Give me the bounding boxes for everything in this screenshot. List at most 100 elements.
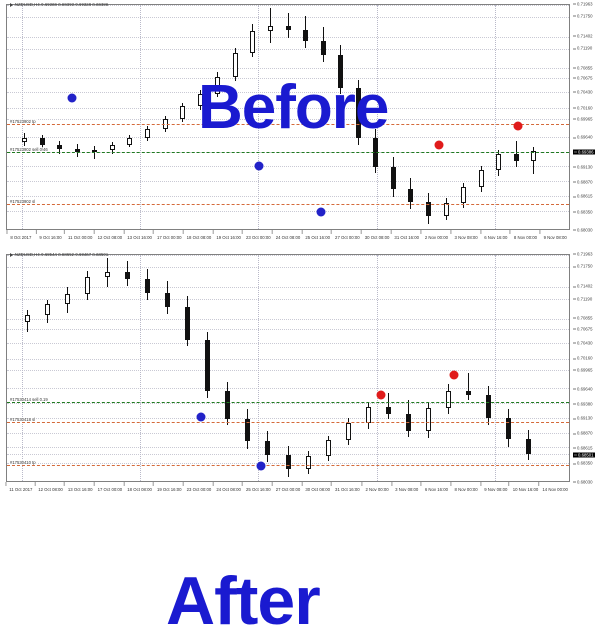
price-plot-after[interactable]: #17530414 sell 0.19 #17530418 sl #17530410…: [6, 254, 570, 482]
order-level-line-sl[interactable]: [7, 204, 569, 206]
price-axis-tick: 0.70675: [573, 326, 593, 331]
price-axis-tick: 0.70430: [573, 340, 593, 345]
order-level-line-tp[interactable]: [7, 465, 569, 467]
price-axis-tick: 0.71190: [573, 46, 592, 51]
price-axis-tick: 0.69640: [573, 386, 593, 391]
candle-body: [104, 272, 110, 277]
price-axis-tick: 0.68350: [573, 461, 593, 466]
candle-body: [64, 294, 70, 305]
price-plot-before[interactable]: #17523902 tp #17523902 sell 0.46 #17523902…: [6, 4, 570, 230]
horizontal-gridline: [7, 287, 569, 289]
vertical-gridline: [495, 5, 497, 229]
order-level-line-tp[interactable]: [7, 123, 569, 125]
price-axis-tick: 0.69130: [573, 416, 593, 421]
price-axis-before[interactable]: 0.71963 0.71750 0.71402 0.71190 0.70855 0.706…: [570, 1, 616, 233]
horizontal-gridline: [7, 369, 569, 371]
price-axis-tick: 0.68030: [573, 480, 593, 485]
sell-trade-marker[interactable]: [434, 140, 444, 150]
candle-body: [245, 419, 251, 442]
vertical-gridline: [21, 255, 23, 481]
price-axis-tick: 0.71190: [573, 296, 592, 301]
candlestick: [39, 5, 45, 229]
candlestick: [124, 255, 130, 481]
horizontal-gridline: [7, 166, 569, 168]
overlay-label-before: Before: [198, 73, 389, 142]
buy-trade-marker[interactable]: [256, 461, 266, 471]
candle-body: [57, 145, 63, 149]
time-axis-tick: 8 Nov 00:00: [509, 230, 537, 240]
collapse-arrow-icon: [10, 252, 13, 257]
candlestick: [506, 255, 512, 481]
vertical-gridline: [376, 5, 378, 229]
candle-body: [526, 439, 532, 454]
candle-body: [74, 148, 80, 153]
order-level-line-entry[interactable]: [7, 151, 569, 153]
time-axis-tick: 30 Oct 08:00: [360, 230, 389, 240]
candlestick: [44, 255, 50, 481]
candlestick: [145, 255, 150, 481]
candlestick: [127, 5, 133, 229]
time-axis-tick: 19 Oct 16:00: [212, 230, 241, 240]
time-axis-tick: 8 Oct 2017: [6, 230, 31, 240]
candle-body: [338, 55, 344, 89]
buy-trade-marker[interactable]: [67, 93, 77, 103]
horizontal-gridline: [7, 107, 569, 109]
candle-body: [426, 202, 431, 216]
candlestick: [355, 5, 361, 229]
candle-body: [180, 106, 186, 119]
buy-trade-marker[interactable]: [196, 412, 206, 422]
vertical-gridline: [21, 5, 23, 229]
time-axis-tick: 17 Oct 00:00: [93, 482, 122, 492]
candlestick: [390, 5, 396, 229]
sell-trade-marker[interactable]: [513, 121, 523, 131]
time-axis-tick: 25 Oct 16:00: [242, 482, 271, 492]
order-level-line-entry[interactable]: [7, 401, 569, 403]
candlestick: [180, 5, 186, 229]
candle-body: [385, 406, 391, 414]
candle-body: [446, 390, 452, 408]
time-axis-after[interactable]: 11 Oct 2017 12 Oct 08:00 13 Oct 16:00 17 Oc…: [5, 481, 570, 500]
candle-body: [232, 52, 238, 77]
horizontal-gridline: [7, 358, 569, 360]
candlestick: [426, 255, 431, 481]
sell-trade-marker[interactable]: [376, 390, 386, 400]
candle-body: [84, 276, 90, 295]
buy-trade-marker[interactable]: [316, 207, 326, 217]
candlestick: [486, 255, 492, 481]
candlestick: [408, 5, 414, 229]
time-axis-tick: 12 Oct 08:00: [93, 230, 122, 240]
candle-body: [145, 128, 150, 139]
price-axis-after[interactable]: 0.71963 0.71750 0.71402 0.71190 0.70855 0.706…: [570, 251, 616, 485]
time-axis-tick: 23 Oct 00:00: [182, 482, 211, 492]
time-axis-tick: 12 Oct 08:00: [34, 482, 63, 492]
candle-body: [24, 314, 30, 322]
vertical-gridline: [140, 5, 142, 229]
candlestick: [385, 255, 391, 481]
candle-body: [531, 151, 537, 162]
time-axis-tick: 2 Nov 00:00: [420, 230, 448, 240]
candle-body: [127, 138, 133, 146]
candle-body: [124, 272, 130, 280]
time-axis-tick: 25 Oct 16:00: [301, 230, 330, 240]
order-level-line-sl[interactable]: [7, 422, 569, 424]
sell-trade-marker[interactable]: [449, 370, 459, 380]
candle-body: [496, 154, 502, 171]
order-level-label: #17523902 sell 0.46: [9, 146, 49, 152]
chart-header-before: NZDUSD,H4 0.69369 0.69393 0.69328 0.6938…: [10, 2, 108, 8]
chart-panel-after[interactable]: NZDUSD,H4 0.68544 0.68652 0.68467 0.6850…: [0, 250, 616, 639]
candle-body: [22, 138, 28, 143]
candlestick: [265, 255, 271, 481]
order-level-label: #17523902 sl: [9, 199, 37, 205]
price-axis-tick: 0.69380: [573, 401, 593, 406]
time-axis-tick: 6 Nov 16:00: [480, 230, 507, 240]
candlestick: [57, 5, 63, 229]
time-axis-tick: 3 Nov 08:00: [391, 482, 418, 492]
time-axis-tick: 24 Oct 08:00: [212, 482, 241, 492]
horizontal-gridline: [7, 318, 569, 320]
buy-trade-marker[interactable]: [254, 161, 264, 171]
candlestick: [109, 5, 115, 229]
price-axis-tick: 0.71963: [573, 1, 593, 6]
chart-panel-before[interactable]: NZDUSD,H4 0.69369 0.69393 0.69328 0.6938…: [0, 0, 616, 248]
candle-body: [365, 406, 371, 423]
time-axis-before[interactable]: 8 Oct 2017 9 Oct 16:00 11 Oct 00:00 12 Oct …: [6, 229, 570, 248]
